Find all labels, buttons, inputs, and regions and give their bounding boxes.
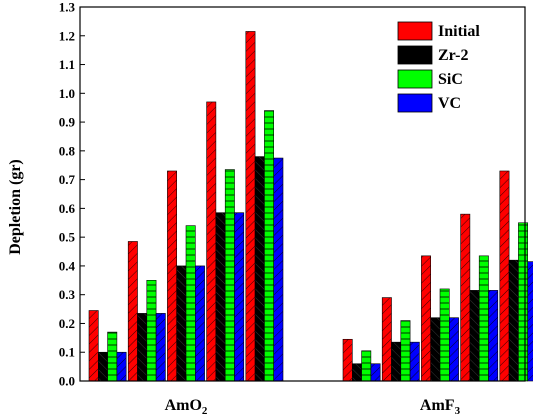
bar-sic-group1-3 — [185, 225, 196, 382]
bar-vc-group2-1 — [370, 363, 381, 382]
bar-sic-group2-3 — [439, 288, 450, 382]
x-category-label-subscript: 3 — [455, 405, 461, 417]
y-tick-label: 0.8 — [59, 143, 76, 158]
bar-zr-2-group1-3 — [176, 265, 187, 382]
y-axis: 0.0 0.1 0.2 0.3 0.4 0.5 0.6 0.7 0.8 0.9 1.0 1.1 1.2 1… — [59, 0, 85, 389]
y-tick-label: 1.0 — [59, 86, 75, 101]
bar-sic-group1-4 — [224, 169, 235, 382]
bar-vc-group2-3 — [448, 317, 459, 382]
y-tick-label: 0.0 — [59, 374, 75, 389]
bar-vc-group1-1 — [116, 351, 127, 382]
legend: Initial Zr-2 SiC VC — [397, 21, 480, 113]
y-tick-label: 1.3 — [59, 0, 76, 15]
bar-vc-group2-4 — [488, 290, 499, 382]
y-tick-label: 0.2 — [59, 316, 75, 331]
legend-swatch-sic — [397, 69, 433, 89]
y-tick-label: 0.7 — [59, 172, 76, 187]
bar-initial-group1-2 — [127, 241, 138, 382]
bar-zr-2-group2-2 — [391, 341, 402, 382]
y-tick-label: 0.5 — [59, 230, 76, 245]
plot-frame — [79, 6, 526, 382]
x-category-label: AmF3 — [420, 397, 461, 417]
x-category-label-base: AmF — [420, 397, 455, 414]
legend-label-initial: Initial — [438, 23, 480, 40]
bar-zr-2-group2-1 — [351, 363, 362, 382]
bar-sic-group1-1 — [107, 331, 118, 382]
legend-swatch-vc — [397, 93, 433, 113]
bar-vc-group2-2 — [409, 341, 420, 382]
x-category-label-base: AmO — [165, 397, 202, 414]
bar-vc-group1-2 — [155, 313, 166, 382]
legend-label-sic: SiC — [438, 71, 463, 88]
x-axis: AmO2 AmF3 — [165, 376, 461, 417]
bar-zr-2-group2-5 — [508, 259, 519, 382]
bar-sic-group1-2 — [146, 280, 157, 382]
bar-sic-group2-5 — [518, 222, 529, 382]
x-category-label: AmO2 — [165, 397, 208, 417]
y-tick-label: 0.9 — [59, 115, 76, 130]
bar-sic-group2-1 — [361, 350, 372, 382]
bar-sic-group2-4 — [478, 255, 489, 382]
bar-initial-group2-5 — [499, 170, 510, 382]
bar-vc-group1-3 — [195, 265, 205, 382]
bar-vc-group1-4 — [234, 212, 245, 382]
legend-swatch-initial — [397, 21, 433, 41]
bar-zr-2-group1-1 — [98, 351, 108, 382]
bar-initial-group2-4 — [460, 213, 471, 382]
bar-initial-group1-3 — [167, 170, 177, 382]
x-category-label-subscript: 2 — [202, 405, 208, 417]
legend-swatch-zr-2 — [397, 45, 433, 65]
y-tick-label: 0.6 — [59, 201, 76, 216]
y-tick-label: 1.2 — [59, 28, 75, 43]
bar-initial-group1-5 — [245, 31, 256, 382]
bar-zr-2-group1-4 — [215, 212, 226, 382]
y-tick-label: 1.1 — [59, 57, 75, 72]
bar-sic-group2-2 — [400, 320, 411, 382]
plot-area — [88, 31, 533, 382]
bar-initial-group1-4 — [206, 101, 217, 382]
bar-vc-group1-5 — [273, 157, 284, 382]
bar-zr-2-group1-5 — [254, 156, 265, 382]
y-tick-label: 0.1 — [59, 345, 75, 360]
bar-zr-2-group2-4 — [469, 290, 480, 382]
bar-initial-group2-2 — [381, 297, 392, 382]
y-tick-label: 0.4 — [59, 258, 76, 273]
y-axis-title: Depletion (gr) — [7, 159, 24, 255]
bar-zr-2-group1-2 — [137, 313, 148, 382]
bar-vc-group2-5 — [527, 261, 533, 382]
bar-sic-group1-5 — [264, 110, 274, 382]
legend-label-vc: VC — [438, 95, 461, 112]
legend-label-zr-2: Zr-2 — [438, 47, 469, 64]
bar-initial-group1-1 — [88, 310, 99, 382]
bar-initial-group2-1 — [342, 338, 353, 382]
bar-initial-group2-3 — [421, 255, 431, 382]
bar-zr-2-group2-3 — [430, 317, 441, 382]
y-tick-label: 0.3 — [59, 287, 76, 302]
